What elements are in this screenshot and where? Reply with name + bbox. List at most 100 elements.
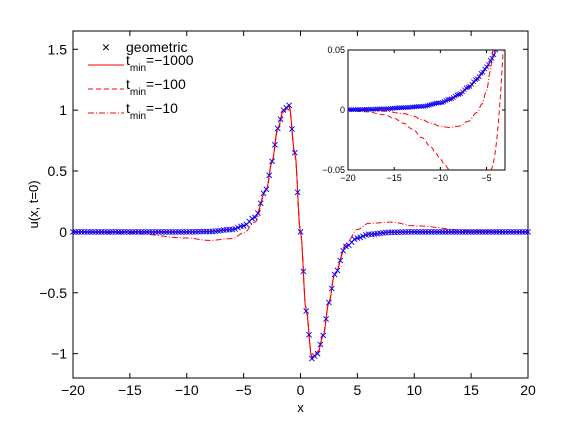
geometric-point	[317, 341, 324, 348]
inset-geometric-point	[365, 106, 371, 112]
geometric-point	[303, 308, 310, 314]
series-line-tmin-100	[73, 106, 528, 358]
legend-label-geometric: geometric	[126, 39, 187, 55]
inset-geometric-point	[354, 107, 360, 113]
x-tick-label: −5	[236, 382, 252, 398]
inset-geometric-point	[445, 97, 451, 103]
inset-geometric-point	[485, 61, 491, 67]
inset-geometric-point	[363, 106, 369, 112]
inset-geometric-point	[348, 107, 353, 113]
inset-line-tmin-100-right	[490, 50, 504, 170]
inset-y-tick-label: 0	[340, 105, 345, 115]
geometric-point	[326, 299, 332, 306]
geometric-point	[286, 102, 293, 109]
legend-sub: min	[130, 87, 146, 98]
inset-geometric-point	[417, 103, 423, 109]
geometric-point	[300, 268, 307, 275]
y-tick-label: 1	[59, 102, 67, 118]
geometric-point	[297, 228, 304, 235]
geometric-point	[254, 210, 261, 217]
inset-geometric-point	[430, 101, 436, 107]
y-tick-label: −1	[51, 346, 67, 362]
inset-geometric-point	[447, 96, 453, 102]
x-tick-label: −15	[118, 382, 142, 398]
x-axis-label: x	[297, 400, 304, 415]
geometric-point	[289, 126, 295, 132]
inset-plot: −20 −15 −10 −5 −0.05 0 0.05	[322, 45, 506, 183]
inset-geometric-point	[415, 104, 421, 109]
legend-sub: min	[130, 63, 146, 74]
inset-geometric-point	[424, 103, 430, 109]
inset-y-tick-label: 0.05	[327, 45, 345, 55]
geometric-point	[271, 141, 278, 148]
legend-sub: min	[130, 111, 146, 122]
geometric-point	[525, 228, 531, 235]
geometric-point	[328, 285, 335, 292]
inset-x-tick-label: −15	[387, 173, 402, 183]
inset-geometric-point	[367, 106, 373, 112]
inset-geometric-point	[376, 106, 382, 112]
y-tick-label: 0.5	[48, 163, 68, 179]
inset-geometric-point	[484, 64, 490, 70]
x-tick-label: 20	[520, 382, 536, 398]
geometric-point	[277, 116, 284, 123]
x-tick-label: −10	[175, 382, 199, 398]
inset-geometric-point	[358, 106, 364, 112]
legend-t: t	[126, 76, 130, 92]
legend-entry-tmin-10: tmin=−10	[88, 100, 178, 122]
x-tick-label: 0	[297, 382, 305, 398]
geometric-point	[232, 226, 239, 232]
geometric-point	[340, 247, 347, 254]
legend-label-tmin-1000: tmin=−1000	[126, 52, 194, 74]
y-tick-label: −0.5	[39, 285, 67, 301]
inset-geometric-point	[454, 92, 460, 98]
inset-series	[348, 50, 504, 170]
geometric-point	[360, 233, 366, 240]
inset-geometric-point	[437, 100, 443, 106]
geometric-point	[263, 186, 270, 193]
inset-geometric-point	[476, 74, 482, 80]
legend-label-tmin-10: tmin=−10	[126, 100, 178, 122]
inset-x-tick-label: −5	[481, 173, 491, 183]
inset-geometric-point	[369, 106, 375, 112]
geometric-point	[314, 350, 321, 357]
inset-ticks: −20 −15 −10 −5 −0.05 0 0.05	[322, 45, 505, 183]
inset-geometric-point	[397, 105, 403, 111]
inset-geometric-point	[480, 69, 486, 75]
inset-geometric-point	[400, 105, 406, 111]
legend-t: t	[126, 52, 130, 68]
x-tick-label: 5	[353, 382, 361, 398]
geometric-point	[320, 332, 327, 339]
inset-geometric-point	[493, 50, 499, 53]
inset-x-tick-label: −20	[340, 173, 355, 183]
x-tick-label: −20	[61, 382, 85, 398]
inset-geometric-point	[375, 106, 381, 112]
main-ticks: −20 −15 −10 −5 0 5 10 15 20 −1 −0.5 0 0.5 1 1.5	[39, 31, 536, 398]
legend-entry-tmin-100: tmin=−100	[88, 76, 186, 98]
geometric-point	[291, 149, 298, 156]
legend-rest: =−10	[146, 100, 178, 116]
inset-geometric-point	[352, 107, 358, 113]
geometric-point	[266, 172, 273, 179]
inset-line-tmin-100	[348, 110, 450, 170]
legend-label-tmin-100: tmin=−100	[126, 76, 186, 98]
x-tick-label: 10	[406, 382, 422, 398]
geometric-point	[257, 200, 264, 207]
inset-geometric-point	[491, 52, 497, 58]
legend-entry-geometric: × geometric	[102, 39, 188, 55]
geometric-point	[306, 331, 312, 338]
legend-t: t	[126, 100, 130, 116]
inset-geometric-point	[349, 107, 355, 113]
inset-geometric-point	[399, 105, 405, 111]
legend-rest: =−100	[146, 76, 186, 92]
inset-geometric-point	[362, 106, 368, 112]
legend-rest: =−1000	[146, 52, 194, 68]
inset-geometric-point	[351, 107, 357, 113]
y-tick-label: 1.5	[48, 41, 68, 57]
inset-geometric-point	[469, 81, 475, 87]
legend-marker-x: ×	[102, 39, 110, 55]
inset-geometric-point	[489, 55, 495, 61]
x-tick-label: 15	[463, 382, 479, 398]
geometric-point	[260, 190, 267, 197]
